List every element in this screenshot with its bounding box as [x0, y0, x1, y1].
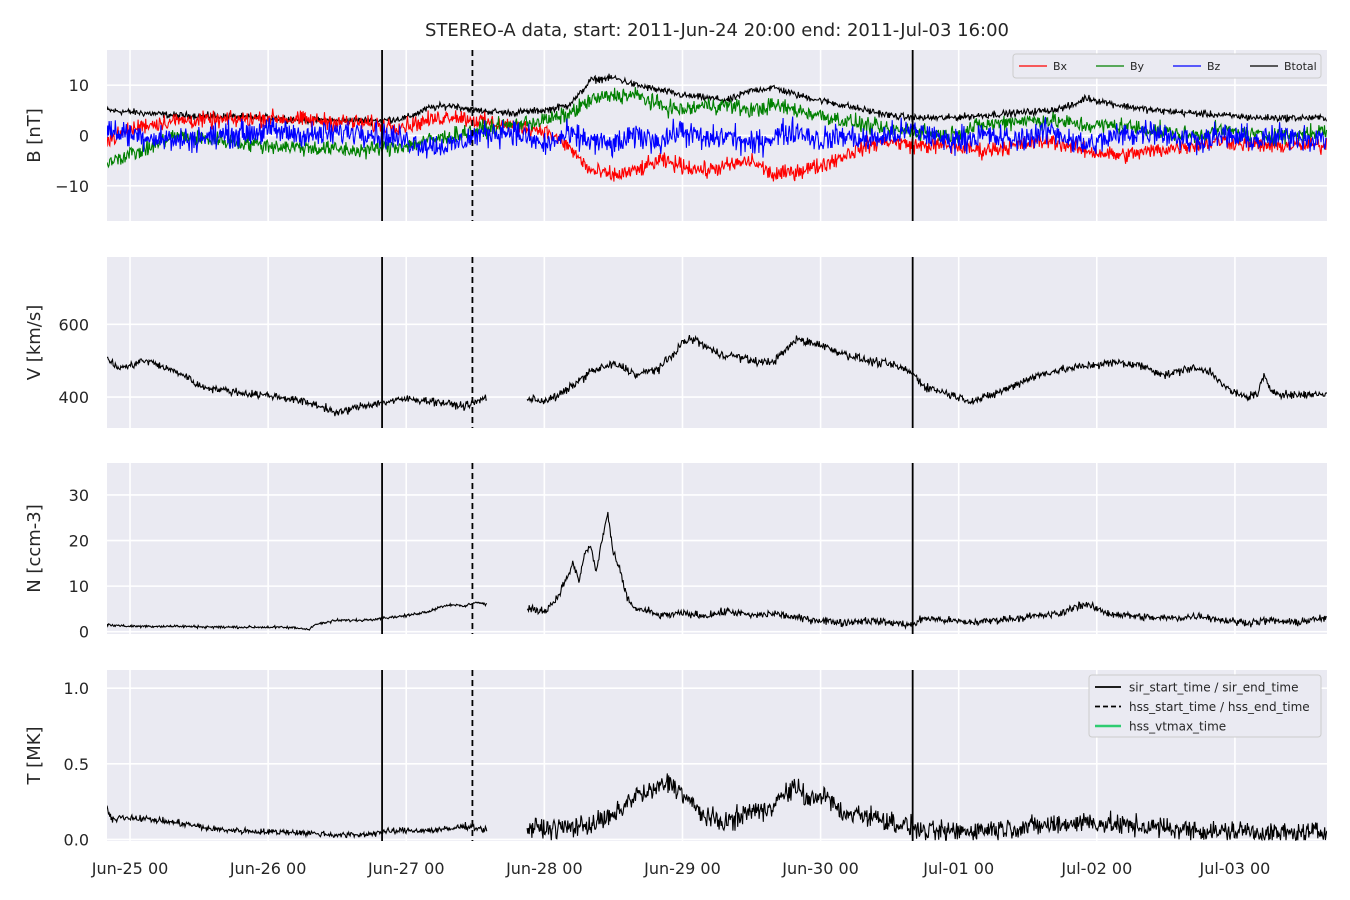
x-tick-label: Jun-29 00: [643, 859, 721, 878]
legend-box: [1088, 674, 1322, 738]
x-tick-label: Jun-28 00: [505, 859, 583, 878]
legend-label: hss_start_time / hss_end_time: [1129, 700, 1310, 714]
x-tick-label: Jun-26 00: [229, 859, 307, 878]
y-tick-label: 10: [69, 76, 89, 95]
panel-3: 0 10 20 30 N [ccm-3]: [24, 463, 1327, 642]
legend-label: hss_vtmax_time: [1129, 720, 1226, 734]
x-axis: Jun-25 00 Jun-26 00 Jun-27 00 Jun-28 00 Jun-…: [91, 859, 1271, 878]
legend-box: [1012, 53, 1322, 79]
panel-background: [107, 257, 1327, 428]
y-tick-label: 600: [58, 315, 89, 334]
panel-background: [107, 463, 1327, 634]
y-axis-label: B [nT]: [24, 108, 45, 163]
series-line-t: [107, 805, 488, 839]
legend-label-bz: Bz: [1207, 60, 1221, 73]
series-group: [107, 73, 1327, 182]
y-tick-label: 0: [79, 127, 89, 146]
series-line-bz: [107, 116, 1327, 159]
y-tick-label: 0: [79, 623, 89, 642]
y-tick-label: 20: [69, 532, 89, 551]
panel-1: −10 0 10 B [nT] Bx By Bz Btotal: [24, 50, 1327, 221]
x-tick-label: Jul-01 00: [922, 859, 994, 878]
y-axis-label: V [km/s]: [24, 305, 45, 380]
y-axis-label: N [ccm-3]: [24, 504, 45, 593]
series-line-v: [107, 356, 488, 417]
series-line-v: [526, 334, 1327, 406]
panel-2: 400 600 V [km/s]: [24, 257, 1327, 428]
y-tick-label: 1.0: [64, 679, 89, 698]
x-tick-label: Jun-27 00: [367, 859, 445, 878]
series-group: [107, 773, 1327, 841]
x-tick-label: Jun-25 00: [91, 859, 169, 878]
legend-label: sir_start_time / sir_end_time: [1129, 681, 1299, 695]
y-tick-label: −10: [55, 177, 89, 196]
series-line-n: [107, 601, 488, 631]
x-tick-label: Jul-03 00: [1198, 859, 1270, 878]
y-tick-label: 10: [69, 577, 89, 596]
series-group: [107, 511, 1327, 631]
legend-label-btotal: Btotal: [1284, 60, 1317, 73]
y-tick-label: 400: [58, 388, 89, 407]
figure-title: STEREO-A data, start: 2011-Jun-24 20:00 …: [425, 20, 1009, 41]
series-line-t: [526, 773, 1327, 841]
series-line-n: [526, 511, 1327, 630]
y-axis-label: T [MK]: [24, 726, 45, 785]
panel-4: 0.0 0.5 1.0 T [MK] sir_start_time / sir_end_…: [24, 670, 1327, 849]
panels: −10 0 10 B [nT] Bx By Bz Btotal 400 600 V [km/s] 0 1…: [24, 50, 1327, 849]
y-tick-label: 0.0: [64, 830, 89, 849]
legend-label-by: By: [1130, 60, 1145, 73]
y-tick-label: 30: [69, 486, 89, 505]
y-tick-label: 0.5: [64, 755, 89, 774]
series-line-bx: [107, 108, 1327, 182]
series-group: [107, 334, 1327, 417]
x-tick-label: Jul-02 00: [1060, 859, 1132, 878]
x-tick-label: Jun-30 00: [781, 859, 859, 878]
legend-label-bx: Bx: [1053, 60, 1068, 73]
